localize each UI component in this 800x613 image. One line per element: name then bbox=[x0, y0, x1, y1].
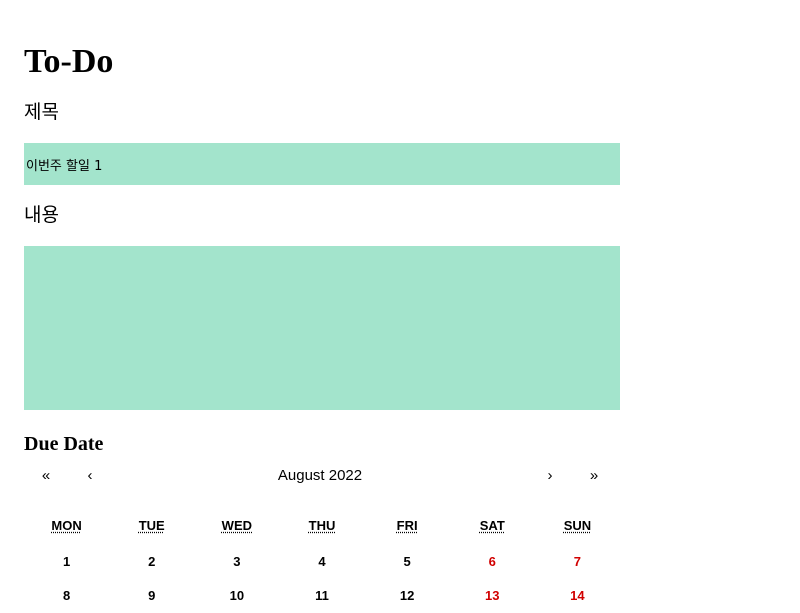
page-title: To-Do bbox=[24, 43, 114, 80]
weekday-wed: WED bbox=[194, 518, 279, 542]
calendar-day-weekend[interactable]: 13 bbox=[450, 579, 535, 613]
calendar-day[interactable]: 8 bbox=[24, 579, 109, 613]
calendar-month-label[interactable]: August 2022 bbox=[112, 458, 528, 494]
calendar-day[interactable]: 5 bbox=[365, 545, 450, 579]
weekday-mon: MON bbox=[24, 518, 109, 542]
weekday-label: FRI bbox=[396, 518, 418, 533]
weekday-thu: THU bbox=[279, 518, 364, 542]
content-textarea[interactable] bbox=[24, 246, 620, 410]
calendar-day[interactable]: 1 bbox=[24, 545, 109, 579]
due-date-label: Due Date bbox=[24, 433, 104, 455]
calendar-week: 8 9 10 11 12 13 14 bbox=[24, 579, 620, 613]
calendar-day[interactable]: 2 bbox=[109, 545, 194, 579]
weekday-label: SAT bbox=[479, 518, 505, 533]
weekday-fri: FRI bbox=[365, 518, 450, 542]
weekday-sun: SUN bbox=[535, 518, 620, 542]
content-label: 내용 bbox=[24, 204, 59, 226]
calendar-day-weekend[interactable]: 14 bbox=[535, 579, 620, 613]
calendar-day[interactable]: 9 bbox=[109, 579, 194, 613]
next-year-button[interactable]: » bbox=[572, 458, 616, 494]
calendar-weekdays: MON TUE WED THU FRI SAT SUN bbox=[24, 518, 620, 542]
calendar-week: 1 2 3 4 5 6 7 bbox=[24, 545, 620, 579]
weekday-label: MON bbox=[51, 518, 82, 533]
calendar-day[interactable]: 3 bbox=[194, 545, 279, 579]
weekday-label: WED bbox=[221, 518, 253, 533]
calendar-day-weekend[interactable]: 6 bbox=[450, 545, 535, 579]
calendar-day-weekend[interactable]: 7 bbox=[535, 545, 620, 579]
calendar-navigation: « ‹ August 2022 › » bbox=[24, 458, 620, 494]
weekday-label: SUN bbox=[563, 518, 592, 533]
calendar-day[interactable]: 12 bbox=[365, 579, 450, 613]
calendar-day[interactable]: 11 bbox=[279, 579, 364, 613]
title-label: 제목 bbox=[24, 101, 59, 123]
weekday-label: TUE bbox=[138, 518, 165, 533]
calendar-day[interactable]: 10 bbox=[194, 579, 279, 613]
title-input[interactable] bbox=[24, 143, 620, 185]
next-month-button[interactable]: › bbox=[528, 458, 572, 494]
weekday-tue: TUE bbox=[109, 518, 194, 542]
prev-month-button[interactable]: ‹ bbox=[68, 458, 112, 494]
prev-year-button[interactable]: « bbox=[24, 458, 68, 494]
weekday-label: THU bbox=[308, 518, 336, 533]
weekday-sat: SAT bbox=[450, 518, 535, 542]
calendar-day[interactable]: 4 bbox=[279, 545, 364, 579]
